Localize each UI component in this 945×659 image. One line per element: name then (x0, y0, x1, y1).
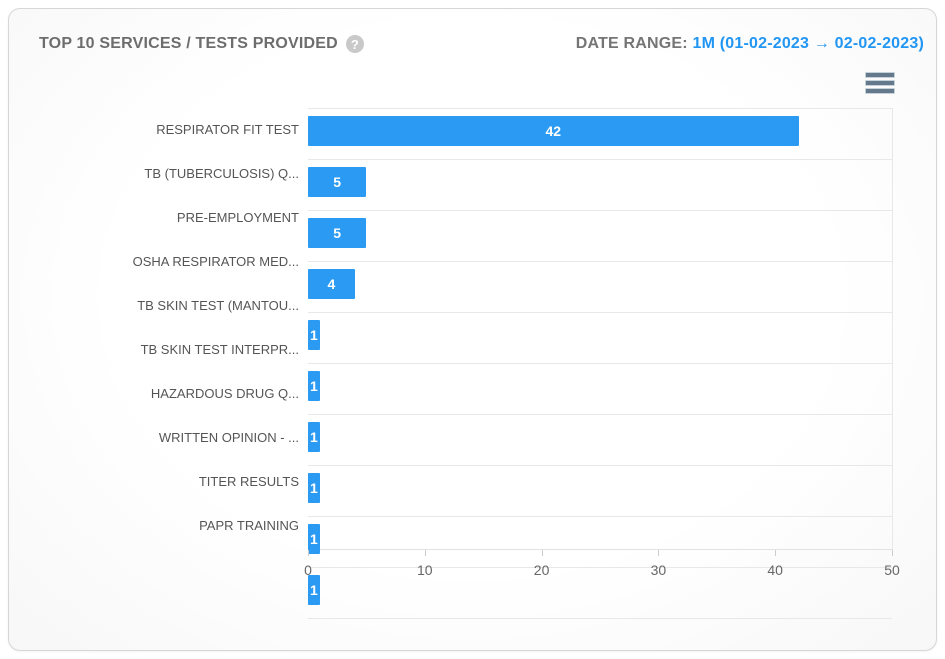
x-axis-label: 50 (884, 562, 900, 578)
chart-row: 4 (308, 269, 892, 313)
category-axis: RESPIRATOR FIT TEST TB (TUBERCULOSIS) Q..… (39, 108, 308, 548)
category-label: OSHA RESPIRATOR MED... (132, 254, 299, 269)
chart-row: 5 (308, 218, 892, 262)
bar-pre-employment[interactable]: 5 (308, 218, 367, 248)
help-icon[interactable]: ? (345, 35, 364, 53)
x-axis-label: 40 (767, 562, 783, 578)
category-label: RESPIRATOR FIT TEST (156, 122, 299, 137)
category-label: PRE-EMPLOYMENT (176, 210, 299, 225)
category-label: TB (TUBERCULOSIS) Q... (144, 166, 299, 181)
x-axis-label: 30 (650, 562, 667, 578)
bar-value-label: 1 (309, 378, 318, 394)
chart-title: TOP 10 SERVICES / TESTS PROVIDED (39, 35, 338, 52)
bar-value-label: 1 (309, 531, 318, 547)
x-axis-tick (775, 550, 777, 556)
date-range: DATE RANGE: 1M (01-02-2023 → 02-02-2023) (576, 35, 924, 53)
category-label: PAPR TRAINING (199, 518, 299, 533)
date-range-label: DATE RANGE: (575, 35, 688, 52)
bar-value-label: 1 (309, 480, 318, 496)
chart-row: 1 (308, 422, 892, 466)
bar-value-label: 1 (309, 327, 318, 343)
bar-tb-tuberculosis-q[interactable]: 5 (308, 167, 367, 197)
x-axis-tick (308, 550, 309, 556)
x-axis-tick (658, 550, 660, 556)
plot-area: 42 5 5 4 1 1 1 1 1 1 0 10 20 30 40 50 (304, 108, 900, 619)
x-axis-label: 0 (304, 562, 312, 578)
bar-titer-results[interactable]: 1 (308, 524, 320, 554)
chart-row: 42 (308, 116, 892, 160)
bar-papr-training[interactable]: 1 (308, 575, 320, 605)
hamburger-menu-icon[interactable] (864, 71, 896, 95)
category-label: TB SKIN TEST (MANTOU... (137, 298, 299, 313)
chart-title-wrap: TOP 10 SERVICES / TESTS PROVIDED ? (39, 35, 364, 53)
chart-row: 1 (308, 320, 892, 364)
hamburger-line (865, 72, 895, 78)
bar-value-label: 4 (327, 276, 336, 292)
category-label: TITER RESULTS (198, 474, 299, 489)
date-range-value: 1M (01-02-2023 → 02-02-2023) (692, 35, 924, 52)
bar-hazardous-drug-q[interactable]: 1 (308, 422, 320, 452)
hamburger-line (865, 88, 895, 94)
chart-row: 5 (308, 167, 892, 211)
category-label: WRITTEN OPINION - ... (158, 430, 299, 445)
chart-card: TOP 10 SERVICES / TESTS PROVIDED ? DATE … (8, 8, 937, 651)
bar-value-label: 1 (309, 429, 318, 445)
chart-row: 1 (308, 473, 892, 517)
bar-tb-skin-test-mantou[interactable]: 1 (308, 320, 320, 350)
hamburger-line (865, 80, 895, 86)
x-axis-tick (541, 550, 543, 556)
x-axis-label: 20 (533, 562, 550, 578)
bar-value-label: 1 (309, 582, 318, 598)
bar-value-label: 42 (545, 123, 562, 139)
bar-value-label: 5 (333, 225, 342, 241)
bar-respirator-fit-test[interactable]: 42 (308, 116, 799, 146)
bar-value-label: 5 (333, 174, 342, 190)
bar-tb-skin-test-interpr[interactable]: 1 (308, 371, 320, 401)
chart-row: 1 (308, 575, 892, 619)
bar-chart: RESPIRATOR FIT TEST TB (TUBERCULOSIS) Q..… (39, 108, 900, 619)
x-axis-label: 10 (417, 562, 433, 578)
chart-header: TOP 10 SERVICES / TESTS PROVIDED ? DATE … (39, 35, 924, 53)
x-axis-tick (892, 550, 893, 556)
category-label: TB SKIN TEST INTERPR... (140, 342, 299, 357)
chart-row: 1 (308, 524, 892, 568)
category-label: HAZARDOUS DRUG Q... (150, 386, 299, 401)
chart-row: 1 (308, 371, 892, 415)
bar-written-opinion[interactable]: 1 (308, 473, 320, 503)
x-axis-tick (424, 550, 426, 556)
bar-osha-respirator-med[interactable]: 4 (308, 269, 355, 299)
